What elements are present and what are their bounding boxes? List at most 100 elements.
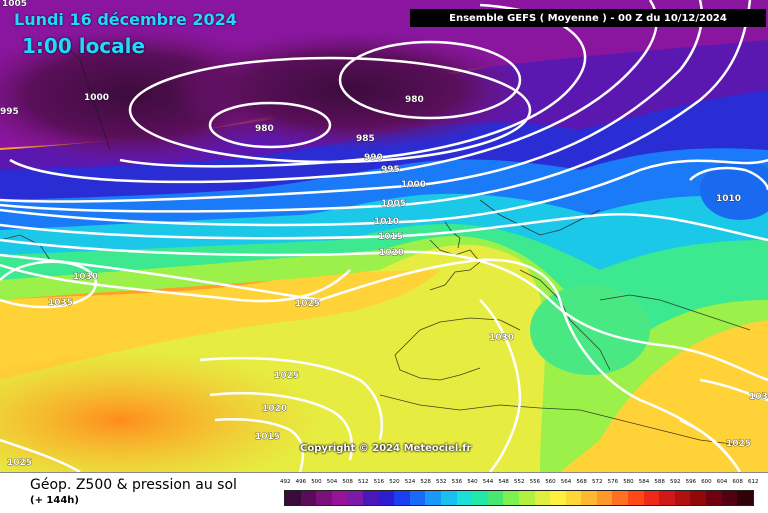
legend-swatch (565, 491, 582, 505)
map-title: Géop. Z500 & pression au sol (30, 477, 237, 493)
legend-swatch (659, 491, 675, 505)
legend-label: 576 (607, 479, 619, 485)
isobar-1000 (0, 0, 704, 203)
legend-label: 520 (389, 479, 400, 485)
legend-label: 552 (514, 479, 525, 485)
legend-swatch (472, 491, 488, 505)
legend-swatch (503, 491, 519, 505)
isobar-1030-central (479, 299, 522, 472)
isobar-1020 (0, 238, 768, 382)
isobar-1030-north (0, 263, 351, 303)
legend-swatch (394, 491, 410, 505)
legend-label: 572 (592, 479, 603, 485)
legend-label: 540 (467, 479, 478, 485)
isobar-1020-south (209, 391, 354, 461)
isobar-label: 1025 (274, 371, 299, 381)
legend-label: 564 (560, 479, 572, 485)
isobar-label: 1030 (749, 392, 768, 402)
legend-swatch (550, 491, 566, 505)
copyright-notice: Copyright © 2024 Meteociel.fr (300, 443, 472, 454)
legend-label: 492 (280, 479, 291, 485)
isobar-label: 1000 (401, 180, 426, 190)
isobar-1010 (0, 158, 768, 227)
isobar-1025-southeast (679, 418, 742, 472)
model-run-banner: Ensemble GEFS ( Moyenne ) - 00 Z du 10/1… (410, 9, 766, 27)
isobar-990 (119, 3, 587, 168)
isobar-1025-north (0, 253, 742, 472)
legend-swatch (643, 491, 660, 505)
legend-label: 524 (404, 479, 416, 485)
legend-swatch (706, 491, 722, 505)
isobar-label: 1035 (48, 298, 73, 308)
legend-label: 504 (326, 479, 338, 485)
isobar-1010-east (689, 166, 768, 191)
legend-swatch (362, 491, 379, 505)
isobar-1015 (0, 213, 768, 242)
legend-swatch (596, 491, 613, 505)
forecast-date: Lundi 16 décembre 2024 (14, 10, 237, 29)
legend-label: 500 (311, 479, 322, 485)
legend-swatch (487, 491, 504, 505)
legend-swatch (737, 491, 753, 505)
legend-swatch (674, 491, 691, 505)
legend-label: 600 (701, 479, 712, 485)
legend-label: 496 (295, 479, 307, 485)
isobar-label: 1010 (374, 217, 399, 227)
legend-swatch (534, 491, 551, 505)
legend-label: 596 (685, 479, 697, 485)
isobar-label: 980 (405, 95, 424, 105)
coastlines (0, 39, 751, 446)
legend-swatch (628, 491, 644, 505)
isobar-1015-south (214, 418, 305, 472)
isobar-980-east (338, 40, 522, 120)
isobar-995 (9, 0, 658, 184)
isobar-label: 1000 (84, 93, 109, 103)
legend-swatch (409, 491, 426, 505)
legend-label: 608 (732, 479, 743, 485)
legend-swatch (316, 491, 332, 505)
legend-swatch (690, 491, 707, 505)
legend-swatch (347, 491, 363, 505)
isobar-label: 1020 (379, 248, 404, 258)
isobar-1025-south (199, 356, 384, 441)
legend-label: 528 (420, 479, 431, 485)
isobar-label: 1010 (716, 194, 741, 204)
isobar-label: 1020 (262, 404, 287, 414)
isobar-label: 1015 (378, 232, 403, 242)
legend-swatch (518, 491, 535, 505)
forecast-lead-time: (+ 144h) (30, 495, 79, 506)
isobar-label: 1025 (7, 458, 32, 468)
legend-swatch (300, 491, 317, 505)
isobar-1035 (0, 260, 97, 309)
isobar-label: 995 (381, 165, 400, 175)
isobar-label: 1025 (295, 299, 320, 309)
legend-swatch (581, 491, 597, 505)
legend-label: 516 (373, 479, 385, 485)
isobar-label: 995 (0, 107, 19, 117)
legend-swatch (378, 491, 395, 505)
legend-color-scale (284, 490, 754, 506)
legend-swatch (285, 491, 301, 505)
legend-label: 612 (748, 479, 759, 485)
legend-label: 560 (545, 479, 556, 485)
legend-label: 580 (623, 479, 634, 485)
legend-label: 532 (436, 479, 447, 485)
isobar-1005 (0, 0, 752, 213)
legend-swatch (331, 491, 348, 505)
legend-scale-labels: 492 496 500 504 508 512 516 520 524 528 532 536 540 5… (280, 479, 762, 489)
blue-pocket-east (700, 160, 768, 220)
isobar-label: 1025 (726, 439, 751, 449)
legend-label: 512 (358, 479, 369, 485)
legend-label: 592 (670, 479, 681, 485)
isobar-980-west (208, 101, 332, 149)
isobar-labels: 1005 1000 995 980 980 985 990 995 1000 1… (0, 0, 768, 468)
legend-label: 536 (451, 479, 463, 485)
legend-label: 544 (482, 479, 494, 485)
isobar-label: 1030 (73, 272, 98, 282)
legend-label: 588 (654, 479, 665, 485)
isobar-1030-southeast (699, 378, 768, 402)
legend-label: 568 (576, 479, 587, 485)
high-pressure-core (0, 350, 320, 472)
legend-swatch (440, 491, 457, 505)
